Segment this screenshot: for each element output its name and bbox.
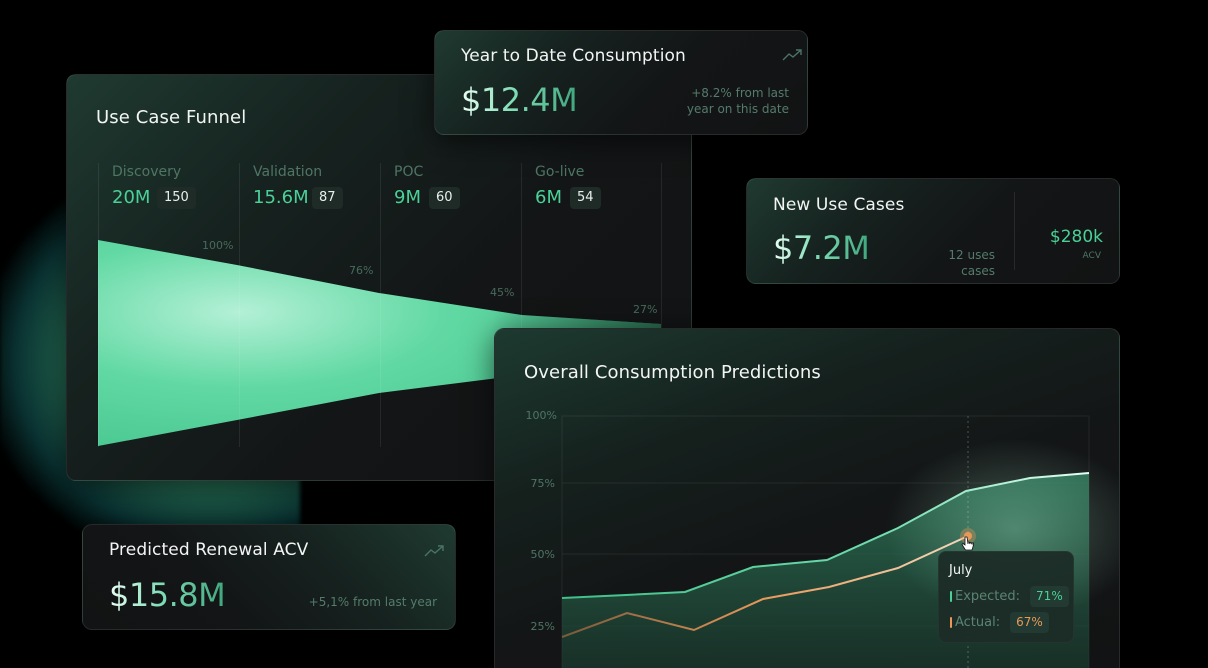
predicted-renewal-card: Predicted Renewal ACV $15.8M +5,1% from … [82,524,456,630]
new-use-cases-title: New Use Cases [773,195,905,215]
acv-value: $280k [1049,227,1103,247]
actual-legend-icon [950,617,952,628]
renewal-value: $15.8M [109,576,226,614]
consumption-predictions-card: Overall Consumption Predictions 100% 75%… [494,328,1120,668]
tooltip-actual-row: Actual: 67% [950,612,1049,633]
stage-label: POC [394,164,424,180]
funnel-chart [98,240,661,446]
expected-legend-icon [950,591,952,602]
chart-tooltip: July Expected: 71% Actual: 67% [938,551,1074,643]
funnel-stage-poc[interactable]: POC 9M 60 [380,163,521,447]
y-tick: 75% [530,477,555,490]
funnel-stage-validation[interactable]: Validation 15.6M 87 [239,163,380,447]
acv-label: ACV [1082,251,1101,261]
divider [1014,192,1015,270]
actual-value-badge: 67% [1010,612,1049,633]
ytd-title: Year to Date Consumption [461,46,686,66]
new-use-cases-card: New Use Cases $7.2M 12 uses cases $280k … [746,178,1120,284]
stage-value: 15.6M [253,187,309,208]
use-case-funnel-card: Use Case Funnel Discovery 20M 150 Valida… [66,74,692,481]
stage-value: 9M [394,187,421,208]
ytd-consumption-card: Year to Date Consumption $12.4M +8.2% fr… [434,30,808,135]
tooltip-expected-row: Expected: 71% [950,586,1069,607]
stage-label: Discovery [112,164,182,180]
y-tick: 25% [530,620,555,633]
ytd-value: $12.4M [461,81,578,119]
y-tick: 100% [525,409,557,422]
stage-label: Validation [253,164,323,180]
funnel-stage-go-live[interactable]: Go-live 6M 54 [521,163,662,447]
stage-count-badge: 150 [157,187,196,209]
pointer-cursor-icon [961,536,974,551]
tooltip-month: July [949,563,973,578]
stage-value: 6M [535,187,562,208]
ytd-change-note: +8.2% from last year on this date [686,86,789,116]
funnel-title: Use Case Funnel [96,107,247,128]
stage-count-badge: 60 [429,187,460,209]
y-tick: 50% [530,548,555,561]
trend-up-icon [782,49,802,61]
use-cases-count: 12 uses cases [948,248,995,278]
renewal-title: Predicted Renewal ACV [109,540,309,560]
stage-percent: 45% [490,286,515,299]
predictions-title: Overall Consumption Predictions [524,362,821,383]
new-use-cases-value: $7.2M [773,229,870,267]
expected-value-badge: 71% [1030,586,1069,607]
trend-up-icon [424,545,444,557]
stage-percent: 76% [349,264,374,277]
stage-count-badge: 87 [312,187,343,209]
stage-percent: 100% [202,239,234,252]
renewal-change-note: +5,1% from last year [308,595,437,609]
stage-value: 20M [112,187,151,208]
stage-percent: 27% [633,303,658,316]
stage-count-badge: 54 [570,187,601,209]
stage-label: Go-live [535,164,585,180]
funnel-stage-discovery[interactable]: Discovery 20M 150 [98,163,239,447]
